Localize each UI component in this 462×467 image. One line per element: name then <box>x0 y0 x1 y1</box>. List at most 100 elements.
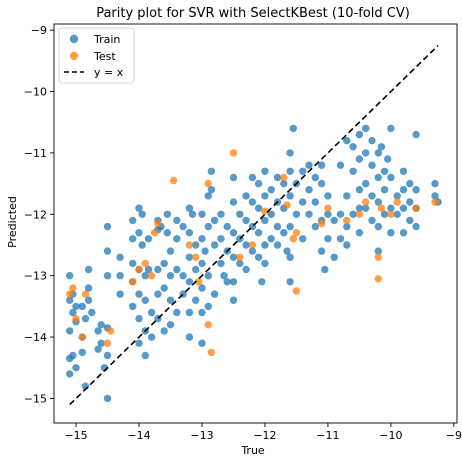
train-point <box>242 265 250 274</box>
train-point <box>336 235 345 243</box>
train-point <box>261 259 269 268</box>
train-point <box>185 333 194 341</box>
test-point <box>66 290 74 298</box>
test-point <box>374 253 382 261</box>
train-point <box>229 198 238 206</box>
train-point <box>330 253 338 261</box>
train-point <box>179 222 187 231</box>
train-point <box>201 247 209 255</box>
train-point <box>135 229 143 237</box>
test-point <box>192 253 200 261</box>
identity-line <box>69 44 439 406</box>
train-point <box>116 290 124 298</box>
train-point <box>129 235 137 243</box>
train-point <box>210 290 219 298</box>
y-axis: −15 −14 −13 −12 −11 −10 −9 <box>24 24 54 405</box>
train-point <box>166 321 175 329</box>
train-point <box>78 302 87 311</box>
train-point <box>399 186 408 194</box>
train-point <box>355 229 364 237</box>
train-point <box>198 235 206 243</box>
train-point <box>160 284 168 292</box>
train-point <box>116 253 124 261</box>
train-point <box>135 339 143 347</box>
train-point <box>166 272 175 280</box>
train-point <box>292 210 301 218</box>
train-point <box>412 130 420 139</box>
train-point <box>129 302 137 311</box>
train-point <box>317 179 326 188</box>
train-point <box>103 247 112 255</box>
train-point <box>229 253 238 261</box>
train-point <box>299 198 307 206</box>
x-axis: −15 −14 −13 −12 −11 −10 −9 <box>64 423 462 442</box>
test-point <box>135 265 143 274</box>
train-point <box>84 296 93 304</box>
legend-box <box>58 27 135 84</box>
train-point <box>393 210 401 218</box>
train-point <box>362 149 370 157</box>
train-point <box>286 192 294 200</box>
train-point <box>116 272 124 280</box>
train-point <box>198 284 206 292</box>
train-point <box>173 216 181 225</box>
train-point <box>94 345 102 353</box>
train-point <box>267 210 275 218</box>
train-point <box>387 124 395 133</box>
test-point <box>195 278 203 286</box>
test-point <box>204 321 212 329</box>
train-point <box>66 272 74 280</box>
train-point <box>273 222 282 231</box>
test-point <box>107 327 115 335</box>
train-point <box>188 210 197 218</box>
train-point <box>406 179 414 188</box>
test-point <box>261 207 269 215</box>
test-point <box>387 210 395 218</box>
test-point <box>204 179 212 188</box>
x-axis-label: True <box>240 444 265 457</box>
y-tick-label: −11 <box>24 147 47 160</box>
y-axis-label: Predicted <box>6 196 19 248</box>
chart-title: Parity plot for SVR with SelectKBest (10… <box>96 6 410 21</box>
train-point <box>261 167 269 175</box>
train-point <box>305 186 313 194</box>
train-point <box>254 229 263 237</box>
train-point <box>267 186 275 194</box>
train-point <box>207 186 216 194</box>
train-point <box>88 308 96 317</box>
train-point <box>103 394 112 403</box>
x-tick-label: −13 <box>190 429 213 442</box>
train-point <box>236 210 244 218</box>
test-point <box>393 198 401 206</box>
train-point <box>374 198 382 206</box>
train-point <box>141 351 149 360</box>
test-point <box>151 229 159 237</box>
train-point <box>311 198 319 206</box>
x-tick-label: −11 <box>316 429 339 442</box>
train-point <box>141 272 149 280</box>
test-point <box>280 173 288 182</box>
legend-label-identity: y = x <box>94 66 124 79</box>
train-point <box>399 167 408 175</box>
train-point <box>355 155 364 163</box>
train-point <box>286 167 294 175</box>
train-point <box>305 161 313 169</box>
train-point <box>355 186 364 194</box>
train-point <box>380 167 389 175</box>
train-point <box>138 241 146 249</box>
train-point <box>431 192 439 200</box>
train-point <box>129 216 137 225</box>
test-point <box>317 219 326 228</box>
train-point <box>166 247 175 255</box>
y-tick-label: −14 <box>24 331 47 344</box>
test-point <box>169 176 178 185</box>
train-point <box>362 179 370 188</box>
train-point <box>69 308 77 317</box>
train-point <box>368 136 376 145</box>
train-point <box>81 314 90 323</box>
train-point <box>283 247 291 255</box>
train-point <box>192 241 200 249</box>
train-point <box>393 192 401 200</box>
train-point <box>147 333 156 341</box>
